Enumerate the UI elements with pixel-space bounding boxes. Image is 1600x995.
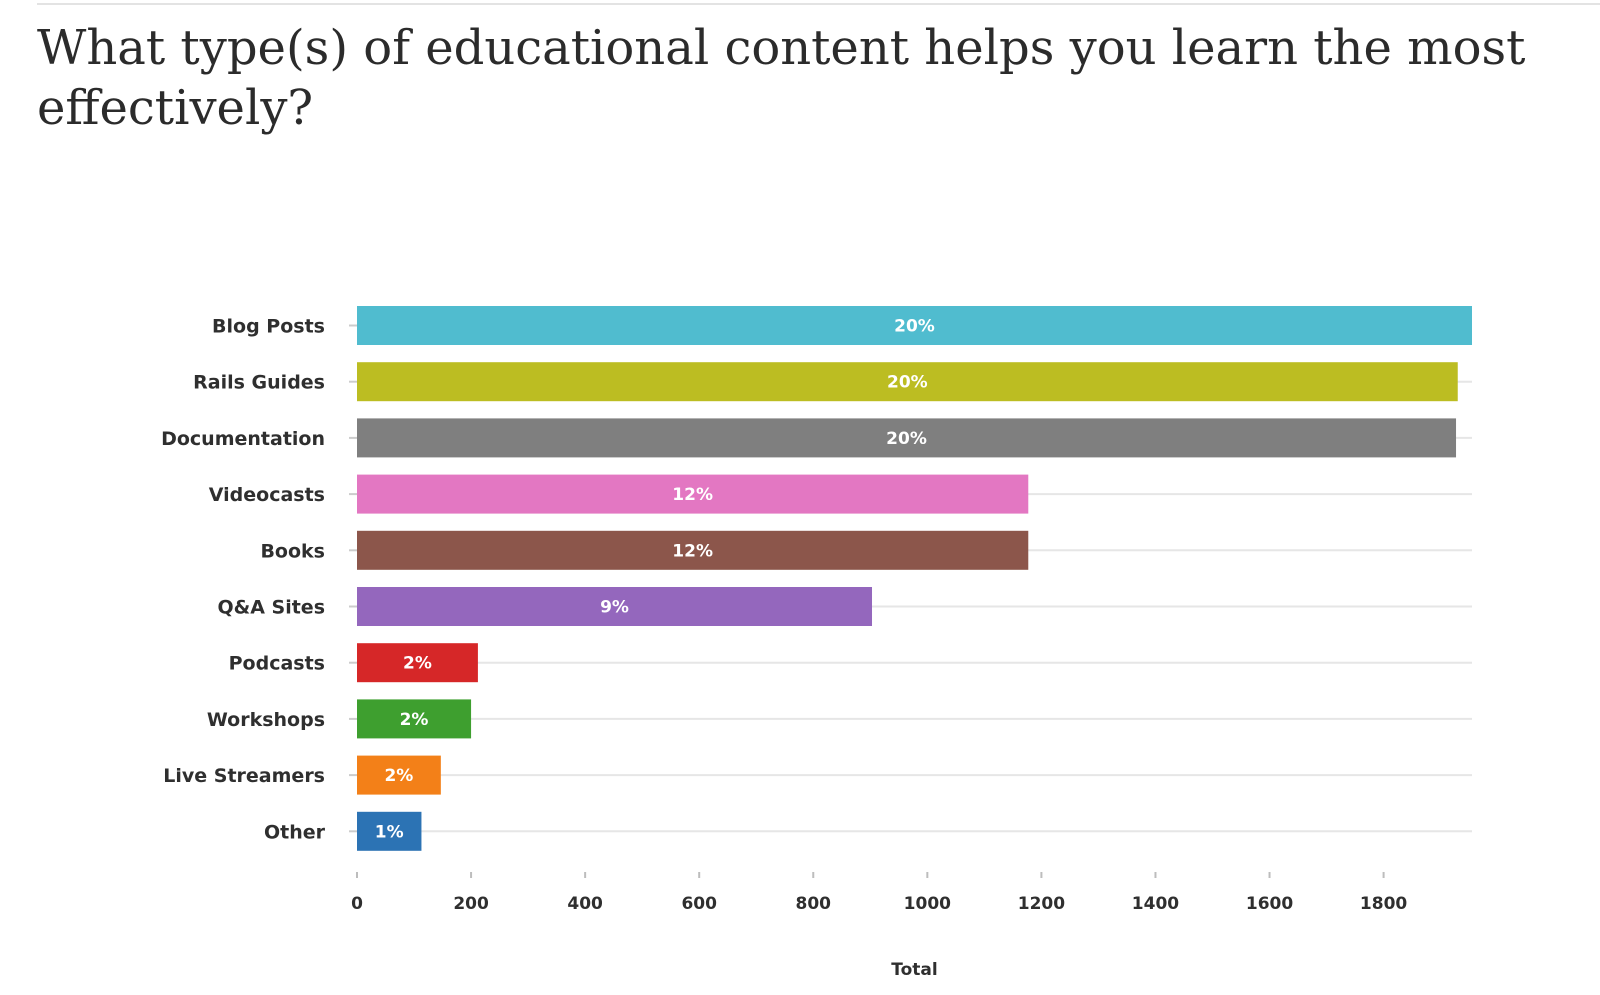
bar-data-label: 12%	[672, 541, 713, 561]
bar-rails-guides	[357, 362, 1458, 402]
x-tick-label: 200	[453, 894, 489, 914]
x-axis-title: Total	[891, 960, 937, 980]
bar-live-streamers	[357, 755, 441, 795]
category-label: Workshops	[207, 709, 325, 731]
gridlines	[349, 324, 1472, 833]
bars: 20% 20% 20% 12% 12% 9% 2% 2% 2% 1%	[357, 306, 1472, 851]
bar-podcasts	[357, 643, 478, 683]
x-tick-label: 1800	[1360, 894, 1407, 914]
bar-blog-posts	[357, 306, 1472, 345]
category-label: Other	[264, 821, 326, 843]
question-title: What type(s) of educational content help…	[37, 20, 1526, 136]
bar-data-label: 2%	[403, 654, 432, 674]
category-label: Books	[260, 540, 325, 562]
bar-data-label: 20%	[894, 317, 935, 337]
bar-data-label: 20%	[887, 373, 928, 393]
x-tick-label: 800	[796, 894, 832, 914]
bar-data-label: 2%	[384, 766, 413, 786]
category-labels: Blog Posts Rails Guides Documentation Video…	[161, 316, 326, 844]
bar-books	[357, 530, 1029, 570]
x-tick-label: 600	[681, 894, 717, 914]
category-label: Live Streamers	[163, 765, 325, 787]
category-label: Q&A Sites	[217, 597, 325, 619]
x-tick-label: 1400	[1132, 894, 1179, 914]
x-tick-label: 0	[351, 894, 363, 914]
bar-data-label: 1%	[375, 822, 404, 842]
bar-workshops	[357, 699, 472, 739]
top-divider	[37, 3, 1600, 5]
bar-other	[357, 811, 422, 851]
bar-data-label: 20%	[886, 429, 927, 449]
category-label: Podcasts	[229, 653, 325, 675]
category-label: Blog Posts	[212, 316, 325, 338]
x-tick-label: 1000	[904, 894, 951, 914]
bar-data-label: 9%	[600, 598, 629, 618]
bar-q-a-sites	[357, 587, 873, 626]
category-label: Rails Guides	[193, 372, 325, 394]
category-label: Documentation	[161, 428, 325, 450]
category-label: Videocasts	[209, 484, 325, 506]
bar-data-label: 12%	[672, 485, 713, 505]
bar-videocasts	[357, 474, 1029, 514]
x-axis: 0 200 400 600 800 1000 1200 1400 1600 1800	[351, 872, 1407, 914]
x-tick-label: 1200	[1018, 894, 1065, 914]
x-tick-label: 400	[567, 894, 603, 914]
x-tick-label: 1600	[1246, 894, 1293, 914]
bar-data-label: 2%	[400, 710, 429, 730]
bar-documentation	[357, 418, 1457, 458]
